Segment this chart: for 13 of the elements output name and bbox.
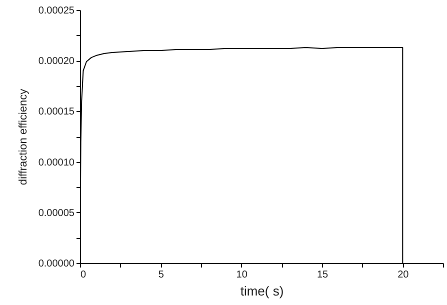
y-axis-title: diffraction efficiency <box>17 88 30 186</box>
x-tick-label: 20 <box>398 270 410 280</box>
y-tick-label: 0.00025 <box>38 6 75 16</box>
y-tick-label: 0.00010 <box>38 157 75 168</box>
x-axis-title: time( s) <box>240 284 284 298</box>
y-tick-label: 0.00005 <box>38 208 75 219</box>
x-tick-label: 0 <box>80 270 86 280</box>
y-tick-label: 0.00000 <box>38 258 75 270</box>
x-tick-label: 15 <box>316 270 328 280</box>
y-tick-label: 0.00020 <box>38 56 75 68</box>
y-tick-label: 0.00015 <box>38 106 75 118</box>
x-tick-label: 5 <box>158 270 164 280</box>
x-tick-label: 10 <box>236 270 248 280</box>
